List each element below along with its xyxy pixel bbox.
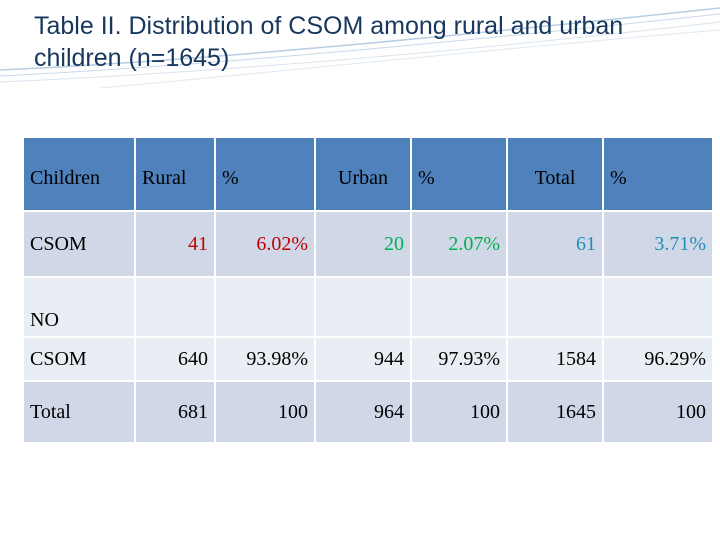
header-total-percent: %: [604, 138, 714, 212]
cell-total-percent: 96.29%: [604, 338, 714, 382]
row-label: CSOM: [24, 212, 136, 278]
cell-urban-count: 964: [316, 382, 412, 444]
distribution-table: Children Rural % Urban % Total % CSOM 41…: [24, 138, 714, 444]
slide-title: Table II. Distribution of CSOM among rur…: [34, 12, 624, 72]
table-row: NO: [24, 278, 714, 338]
cell-urban-percent: 2.07%: [412, 212, 508, 278]
cell-total-percent: 100: [604, 382, 714, 444]
table-row: CSOM 41 6.02% 20 2.07% 61 3.71%: [24, 212, 714, 278]
cell-total-percent: 3.71%: [604, 212, 714, 278]
title-decoration-swooshes: [0, 7, 720, 89]
cell-total-count: 1584: [508, 338, 604, 382]
cell-total-count: 61: [508, 212, 604, 278]
cell-urban-percent: 100: [412, 382, 508, 444]
cell-rural-count: 41: [136, 212, 216, 278]
cell-rural-count: 681: [136, 382, 216, 444]
table-row: CSOM 640 93.98% 944 97.93% 1584 96.29%: [24, 338, 714, 382]
cell-rural-percent: 100: [216, 382, 316, 444]
table-row: Total 681 100 964 100 1645 100: [24, 382, 714, 444]
cell-urban-count: 944: [316, 338, 412, 382]
cell-total-count: 1645: [508, 382, 604, 444]
table-header-row: Children Rural % Urban % Total %: [24, 138, 714, 212]
cell-rural-percent: 93.98%: [216, 338, 316, 382]
header-children: Children: [24, 138, 136, 212]
header-urban: Urban: [316, 138, 412, 212]
header-urban-percent: %: [412, 138, 508, 212]
header-rural-percent: %: [216, 138, 316, 212]
row-label: NO: [24, 278, 136, 338]
cell-urban-percent: 97.93%: [412, 338, 508, 382]
cell-urban-count: 20: [316, 212, 412, 278]
row-label: CSOM: [24, 338, 136, 382]
header-total: Total: [508, 138, 604, 212]
header-rural: Rural: [136, 138, 216, 212]
cell-rural-percent: 6.02%: [216, 212, 316, 278]
cell-rural-count: 640: [136, 338, 216, 382]
row-label: Total: [24, 382, 136, 444]
